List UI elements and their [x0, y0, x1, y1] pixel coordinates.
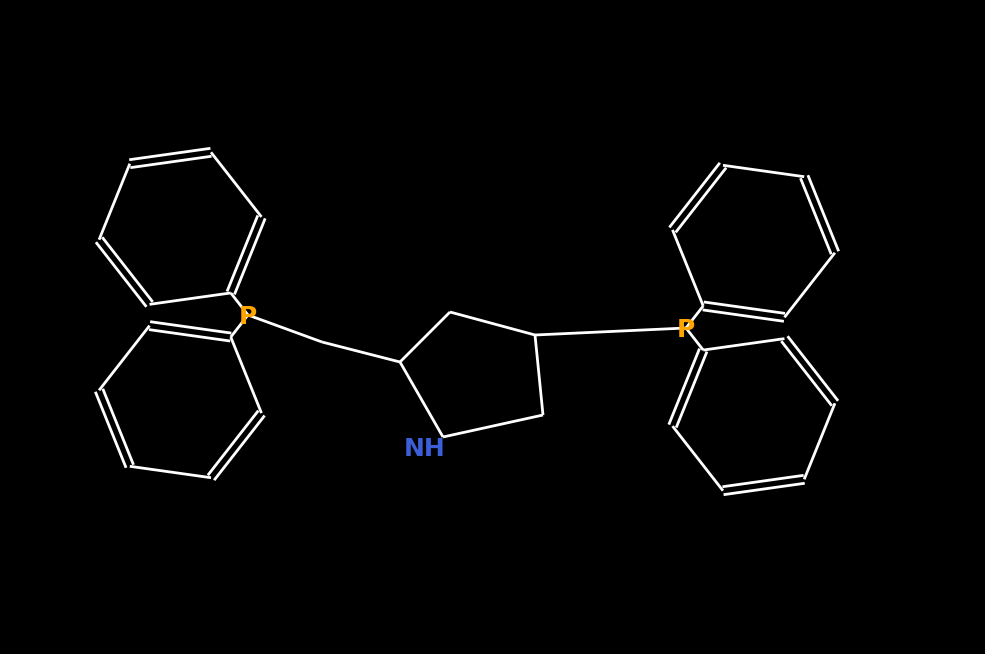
Text: P: P	[677, 318, 695, 342]
Text: P: P	[239, 305, 257, 329]
Text: NH: NH	[404, 437, 446, 461]
